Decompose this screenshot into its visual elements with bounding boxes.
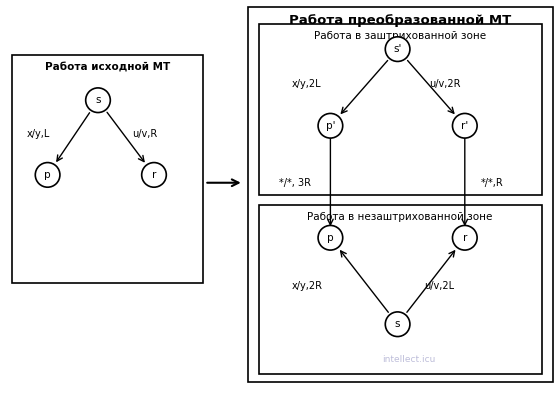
Ellipse shape	[452, 114, 477, 138]
Text: s: s	[395, 319, 400, 329]
Ellipse shape	[142, 163, 166, 187]
Text: intellect.icu: intellect.icu	[382, 355, 436, 364]
Text: Работа преобразованной МТ: Работа преобразованной МТ	[289, 14, 511, 27]
Text: Работа в незаштрихованной зоне: Работа в незаштрихованной зоне	[307, 212, 493, 222]
Text: r: r	[463, 233, 467, 243]
Ellipse shape	[385, 37, 410, 61]
Ellipse shape	[318, 226, 343, 250]
Ellipse shape	[318, 114, 343, 138]
Ellipse shape	[86, 88, 110, 112]
Text: */*,R: */*,R	[480, 178, 503, 188]
Text: r': r'	[461, 121, 468, 131]
Text: p: p	[44, 170, 51, 180]
Text: u/v,R: u/v,R	[132, 129, 157, 139]
Ellipse shape	[452, 226, 477, 250]
Text: u/v,2R: u/v,2R	[430, 79, 461, 90]
Text: p: p	[327, 233, 334, 243]
Text: s': s'	[394, 44, 402, 54]
Text: x/y,2R: x/y,2R	[291, 281, 323, 291]
Text: u/v,2L: u/v,2L	[424, 281, 455, 291]
Ellipse shape	[385, 312, 410, 336]
Text: s: s	[95, 95, 101, 105]
Text: p': p'	[326, 121, 335, 131]
Text: x/y,2L: x/y,2L	[292, 79, 321, 90]
Text: r: r	[152, 170, 156, 180]
FancyBboxPatch shape	[259, 24, 542, 195]
FancyBboxPatch shape	[12, 55, 203, 283]
Text: */*, 3R: */*, 3R	[279, 178, 311, 188]
FancyBboxPatch shape	[248, 7, 553, 382]
Text: x/y,L: x/y,L	[26, 129, 50, 139]
Text: Работа исходной МТ: Работа исходной МТ	[45, 62, 170, 72]
FancyBboxPatch shape	[259, 205, 542, 374]
Ellipse shape	[35, 163, 60, 187]
Text: Работа в заштрихованной зоне: Работа в заштрихованной зоне	[314, 31, 486, 40]
